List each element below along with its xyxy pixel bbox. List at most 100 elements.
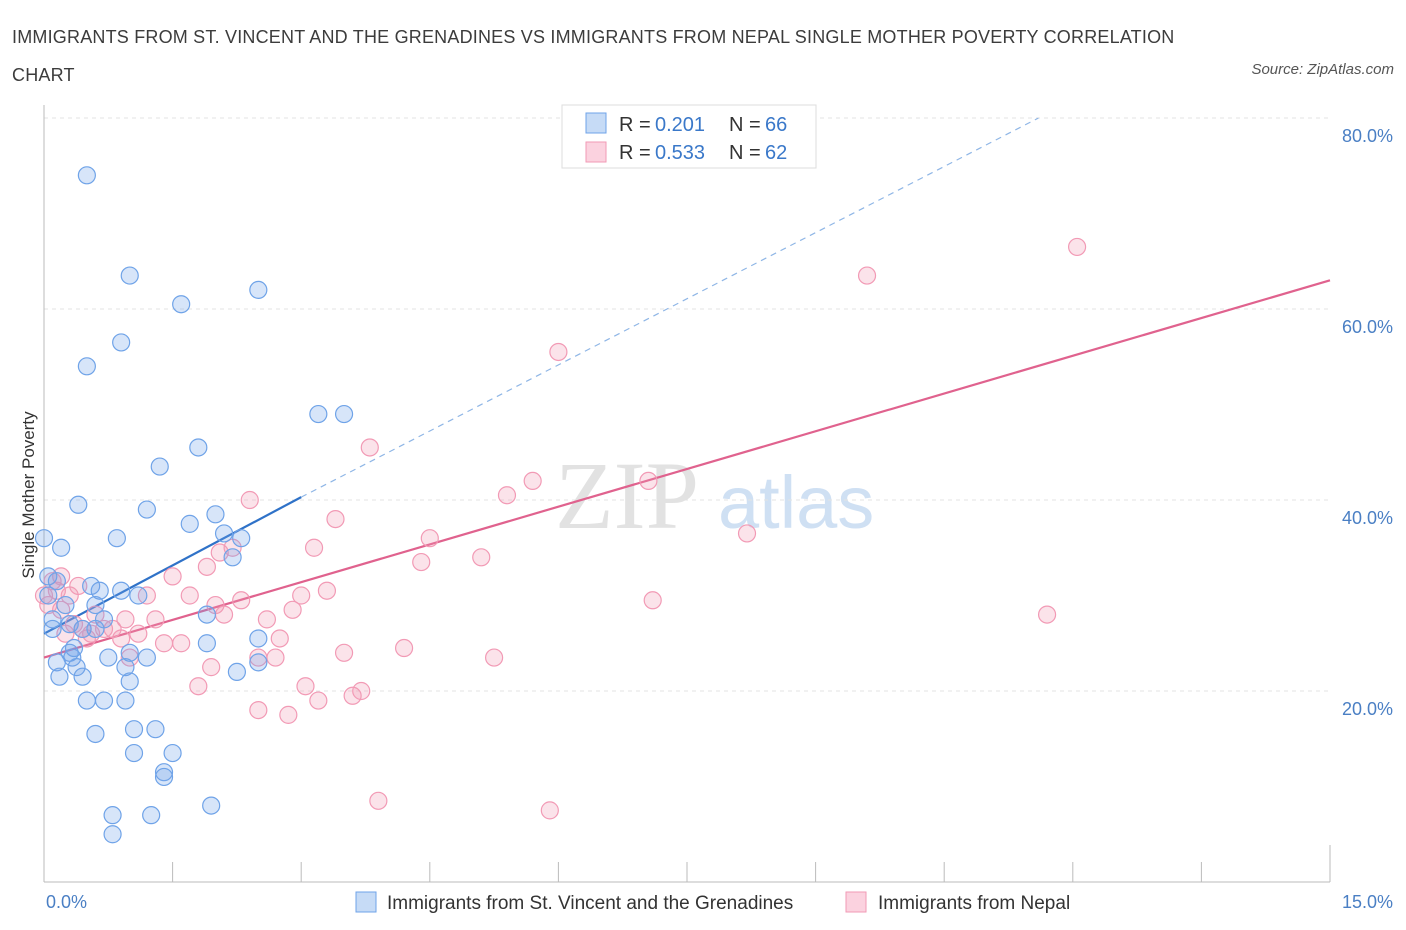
- scatter-point-nepal: [317, 581, 337, 600]
- legend-n-label-2: N =: [729, 142, 761, 164]
- legend-n-value-2: 62: [765, 142, 787, 164]
- scatter-point-st-vincent: [103, 825, 122, 844]
- scatter-point-nepal: [292, 586, 311, 605]
- y-tick-label: 60.0%: [1342, 317, 1393, 337]
- scatter-point-nepal: [304, 538, 324, 557]
- scatter-point-nepal: [326, 509, 345, 529]
- scatter-point-nepal: [412, 552, 431, 572]
- scatter-point-st-vincent: [39, 586, 58, 605]
- scatter-point-st-vincent: [86, 724, 105, 744]
- scatter-point-st-vincent: [120, 672, 139, 691]
- scatter-point-st-vincent: [112, 581, 131, 600]
- scatter-point-nepal: [497, 486, 517, 505]
- scatter-point-st-vincent: [154, 763, 174, 782]
- scatter-point-nepal: [369, 791, 388, 810]
- scatter-point-st-vincent: [146, 720, 165, 739]
- scatter-point-st-vincent: [232, 529, 251, 548]
- scatter-point-st-vincent: [227, 662, 246, 682]
- legend-swatch-pink: [585, 141, 607, 163]
- legend-r-label-1: R =: [619, 114, 651, 136]
- scatter-point-st-vincent: [180, 514, 199, 533]
- scatter-point-st-vincent: [142, 806, 161, 825]
- scatter-point-nepal: [523, 471, 542, 490]
- scatter-point-nepal: [343, 686, 362, 705]
- scatter-point-nepal: [643, 591, 662, 610]
- scatter-point-st-vincent: [120, 643, 139, 662]
- scatter-point-nepal: [540, 801, 559, 820]
- watermark-atlas: atlas: [718, 461, 874, 544]
- scatter-point-nepal: [737, 524, 757, 543]
- scatter-point-st-vincent: [202, 796, 221, 815]
- scatter-point-st-vincent: [94, 610, 114, 629]
- scatter-point-st-vincent: [77, 166, 96, 185]
- scatter-point-st-vincent: [34, 529, 54, 548]
- legend-r-value-2: 0.533: [655, 142, 705, 164]
- scatter-point-st-vincent: [116, 691, 135, 710]
- scatter-point-st-vincent: [82, 576, 101, 596]
- scatter-point-st-vincent: [86, 595, 105, 615]
- scatter-point-st-vincent: [334, 404, 354, 424]
- scatter-point-st-vincent: [50, 667, 69, 686]
- axes: [43, 105, 1331, 883]
- scatter-point-st-vincent: [94, 691, 114, 710]
- scatter-point-st-vincent: [107, 529, 126, 548]
- scatter-point-nepal: [352, 681, 371, 701]
- y-axis-label: Single Mother Poverty: [19, 411, 38, 579]
- watermark-zip: ZIP: [555, 442, 699, 549]
- x-tick-label: 0.0%: [46, 892, 87, 912]
- scatter-point-st-vincent: [43, 619, 62, 639]
- scatter-point-nepal: [129, 624, 148, 643]
- scatter-point-nepal: [232, 591, 251, 610]
- scatter-point-nepal: [64, 615, 84, 634]
- scatter-point-st-vincent: [39, 567, 58, 586]
- scatter-point-nepal: [1037, 605, 1057, 624]
- scatter-point-nepal: [270, 629, 289, 648]
- data-points: [34, 166, 1087, 844]
- scatter-point-st-vincent: [124, 743, 144, 763]
- scatter-point-st-vincent: [112, 333, 131, 352]
- bottom-legend: Immigrants from St. Vincent and the Gren…: [355, 891, 1070, 914]
- scatter-point-nepal: [639, 471, 658, 490]
- scatter-point-st-vincent: [214, 524, 234, 543]
- scatter-point-st-vincent: [124, 720, 144, 739]
- trend-line-pink: [43, 279, 1331, 659]
- scatter-point-nepal: [472, 548, 491, 567]
- scatter-point-st-vincent: [103, 806, 122, 825]
- trend-line-blue-extension: [300, 117, 1039, 498]
- scatter-point-st-vincent: [197, 634, 216, 653]
- scatter-point-st-vincent: [77, 357, 96, 376]
- scatter-point-nepal: [116, 610, 135, 629]
- scatter-point-nepal: [549, 342, 568, 362]
- scatter-point-nepal: [163, 567, 182, 586]
- legend-n-label-1: N =: [729, 114, 761, 136]
- scatter-point-nepal: [154, 634, 174, 653]
- scatter-point-nepal: [180, 586, 199, 605]
- scatter-point-st-vincent: [163, 743, 182, 763]
- scatter-point-nepal: [172, 634, 191, 653]
- x-tick-labels: 0.0% 15.0%: [46, 892, 1393, 912]
- scatter-point-nepal: [360, 438, 379, 457]
- scatter-point-st-vincent: [223, 548, 242, 567]
- scatter-point-st-vincent: [43, 610, 62, 629]
- scatter-point-st-vincent: [120, 266, 139, 285]
- scatter-point-st-vincent: [150, 457, 169, 476]
- scatter-point-st-vincent: [69, 495, 88, 514]
- y-tick-labels: 20.0% 40.0% 60.0% 80.0%: [1342, 126, 1393, 719]
- scatter-point-st-vincent: [99, 648, 118, 667]
- scatter-point-nepal: [283, 600, 302, 619]
- scatter-point-nepal: [146, 610, 165, 629]
- scatter-point-nepal: [257, 610, 277, 629]
- scatter-point-nepal: [296, 677, 315, 696]
- scatter-point-nepal: [266, 648, 285, 667]
- trend-line-blue: [43, 496, 302, 635]
- bottom-legend-label-pink: Immigrants from Nepal: [878, 893, 1070, 914]
- scatter-point-st-vincent: [77, 691, 96, 710]
- scatter-point-st-vincent: [90, 581, 109, 600]
- source-label: Source: ZipAtlas.com: [1251, 61, 1394, 78]
- scatter-point-st-vincent: [249, 280, 268, 299]
- scatter-point-st-vincent: [116, 658, 135, 677]
- scatter-point-st-vincent: [137, 648, 156, 667]
- legend-swatch-blue: [585, 112, 607, 134]
- scatter-point-st-vincent: [206, 505, 225, 524]
